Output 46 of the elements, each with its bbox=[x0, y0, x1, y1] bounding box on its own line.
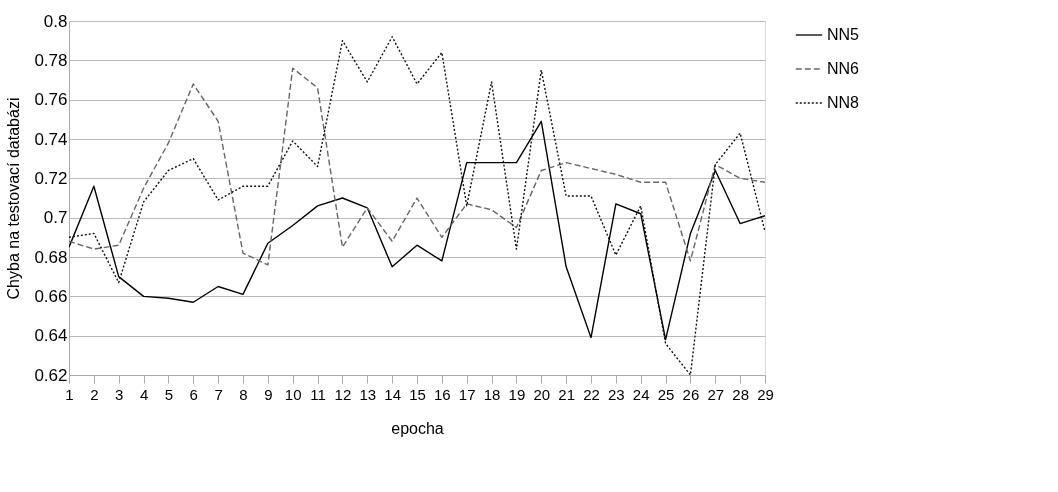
x-tick-label: 13 bbox=[359, 385, 377, 403]
x-tick-label: 29 bbox=[757, 385, 774, 403]
x-tick-label: 20 bbox=[533, 385, 551, 403]
x-tick-label: 2 bbox=[90, 385, 99, 403]
y-tick-label: 0.62 bbox=[34, 365, 68, 385]
x-tick-label: 15 bbox=[409, 385, 426, 403]
legend-label: NN8 bbox=[827, 94, 860, 111]
y-tick-label: 0.76 bbox=[34, 90, 68, 110]
x-tick-label: 12 bbox=[334, 385, 352, 403]
x-tick-label: 6 bbox=[189, 385, 198, 403]
x-tick-label: 28 bbox=[732, 385, 749, 403]
x-tick-label: 26 bbox=[682, 385, 700, 403]
x-tick-label: 19 bbox=[508, 385, 526, 403]
y-tick-label: 0.66 bbox=[34, 286, 68, 306]
legend-label: NN5 bbox=[827, 26, 860, 43]
y-tick-label: 0.68 bbox=[34, 247, 68, 267]
x-tick-label: 25 bbox=[657, 385, 675, 403]
x-tick-label: 11 bbox=[310, 385, 326, 403]
x-tick-label: 18 bbox=[483, 385, 501, 403]
x-tick-label: 17 bbox=[458, 385, 476, 403]
y-tick-label: 0.7 bbox=[43, 208, 68, 228]
x-tick-label: 14 bbox=[384, 385, 401, 403]
line-series bbox=[69, 67, 765, 266]
y-tick-label: 0.8 bbox=[43, 11, 68, 31]
x-tick-label: 27 bbox=[707, 385, 725, 403]
x-tick-label: 5 bbox=[164, 385, 174, 403]
x-axis-title: epocha bbox=[391, 419, 444, 437]
y-tick-label: 0.72 bbox=[34, 168, 68, 188]
y-tick-label: 0.64 bbox=[34, 326, 68, 346]
y-tick-label: 0.74 bbox=[34, 129, 68, 149]
x-tick-label: 24 bbox=[632, 385, 650, 403]
x-tick-label: 9 bbox=[264, 385, 273, 403]
x-tick-label: 1 bbox=[65, 385, 74, 403]
x-tick-label: 23 bbox=[608, 385, 625, 403]
legend-label: NN6 bbox=[827, 60, 860, 77]
x-tick-label: 7 bbox=[214, 385, 223, 403]
y-tick-label: 0.78 bbox=[34, 50, 68, 70]
line-series bbox=[69, 120, 765, 341]
x-tick-label: 16 bbox=[434, 385, 451, 403]
x-tick-label: 22 bbox=[583, 385, 600, 403]
x-tick-label: 10 bbox=[284, 385, 302, 403]
x-tick-label: 3 bbox=[115, 385, 124, 403]
x-tick-label: 8 bbox=[239, 385, 248, 403]
x-tick-label: 4 bbox=[139, 385, 149, 403]
x-tick-label: 21 bbox=[558, 385, 575, 403]
y-axis-title: Chyba na testovací databázi bbox=[5, 97, 23, 300]
